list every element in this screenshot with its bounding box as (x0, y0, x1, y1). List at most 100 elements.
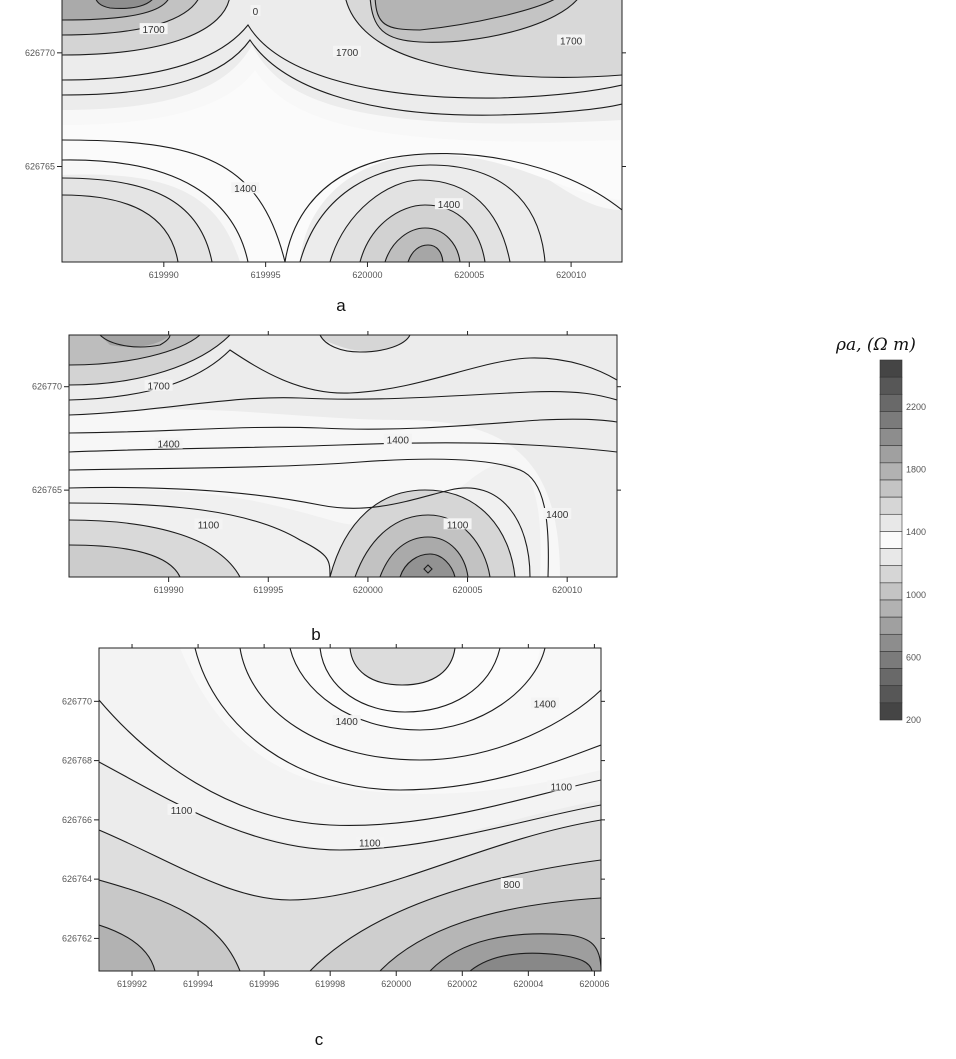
x-tick-label: 620010 (552, 585, 582, 595)
legend-bin (879, 633, 903, 652)
color-scale-legend: ρa, (Ω m) 2200 1800 1400 1000 600 200 (835, 335, 926, 725)
contour-label-bg (194, 518, 223, 530)
y-tick-label: 626770 (32, 382, 62, 392)
legend-bin (879, 531, 903, 549)
x-tick-label: 619995 (253, 585, 283, 595)
legend-tick-label: 2200 (906, 402, 926, 412)
contour-line (319, 335, 411, 353)
contour-line (62, 0, 230, 56)
panel-b: 1700 1400 1400 1400 1100 1100 619990 619995 620… (32, 331, 621, 644)
contour-label-bg (231, 182, 260, 194)
contour-lines (99, 648, 601, 971)
panel-a-y-axis: 626770 626765 (25, 48, 626, 172)
contour-fill (350, 648, 455, 685)
panel-b-x-axis: 619990 619995 620000 620005 620010 (154, 331, 582, 595)
legend-bin (879, 411, 903, 429)
contour-line (99, 819, 601, 901)
contour-line (62, 159, 249, 262)
legend-bin (879, 359, 903, 378)
panel-a: 1700 1700 1700 1400 1400 0 619990 619995 620000… (25, 0, 626, 315)
contour-line (329, 179, 511, 262)
contour-line (99, 761, 601, 851)
contour-label-bg (154, 437, 183, 449)
contour-fill (69, 335, 200, 365)
panel-a-contours (62, 0, 622, 262)
x-tick-label: 619990 (149, 270, 179, 280)
x-tick-label: 619995 (251, 270, 281, 280)
panel-b-y-axis: 626770 626765 (32, 382, 621, 495)
contour-line (384, 227, 461, 262)
contour-line (62, 177, 213, 262)
contour-label: 1100 (447, 520, 469, 531)
legend-bin (879, 496, 903, 515)
contour-label: 1400 (438, 200, 461, 211)
contour-label: 1400 (158, 440, 181, 451)
contour-line (62, 139, 622, 262)
x-tick-label: 619992 (117, 979, 147, 989)
contour-label-bg (557, 34, 586, 46)
legend-bin (879, 445, 903, 464)
legend-tick-label: 200 (906, 715, 921, 725)
x-tick-label: 620005 (454, 270, 484, 280)
contour-line (469, 952, 593, 971)
y-tick-label: 626766 (62, 815, 92, 825)
contour-line (407, 244, 444, 262)
panel-a-contour-labels: 1700 1700 1700 1400 1400 0 (139, 4, 586, 211)
contour-label: 1400 (234, 184, 257, 195)
legend-tick-label: 1800 (906, 465, 926, 475)
panel-b-contour-labels: 1700 1400 1400 1400 1100 1100 (144, 379, 572, 531)
contour-label: 1400 (387, 435, 410, 446)
legend-tick-label: 600 (906, 652, 921, 662)
contour-line (62, 24, 622, 99)
contour-label: 1700 (148, 382, 171, 393)
contour-label-bg (530, 697, 559, 709)
contour-line (329, 489, 516, 577)
contour-label: 800 (503, 880, 520, 891)
legend-bin (879, 702, 903, 721)
contour-line (359, 204, 486, 262)
contour-line (309, 859, 601, 971)
y-tick-label: 626765 (25, 162, 55, 172)
contour-line (99, 924, 156, 971)
contour-line (349, 648, 456, 686)
contour-line (69, 349, 617, 401)
contour-fill (290, 648, 540, 730)
contour-fill (96, 0, 152, 9)
contour-label-bg (500, 878, 523, 890)
y-tick-label: 626765 (32, 485, 62, 495)
legend-bins (879, 359, 903, 721)
contour-label-bg (139, 23, 168, 35)
legend-bin (879, 599, 903, 618)
contour-label: 1100 (359, 839, 381, 850)
contour-line (95, 0, 153, 9)
contour-label: 1700 (336, 48, 359, 59)
contour-line (194, 648, 601, 791)
legend-tick-label: 1400 (906, 527, 926, 537)
contour-line (423, 564, 433, 574)
y-tick-label: 626764 (62, 874, 92, 884)
contour-line (62, 194, 179, 262)
contour-lines (69, 335, 617, 577)
contour-line (69, 519, 241, 577)
contour-fill (69, 545, 180, 577)
y-tick-label: 626770 (62, 696, 92, 706)
x-tick-label: 620002 (447, 979, 477, 989)
panel-c-label: c (315, 1030, 324, 1049)
x-tick-label: 620010 (556, 270, 586, 280)
legend-bin (879, 668, 903, 687)
contour-label: 1400 (336, 717, 359, 728)
x-tick-label: 620000 (353, 585, 383, 595)
x-tick-label: 620004 (513, 979, 543, 989)
legend-bin (879, 513, 903, 532)
contour-line (239, 648, 601, 761)
contour-line (399, 553, 456, 577)
contour-line (69, 544, 181, 577)
x-tick-label: 620000 (352, 270, 382, 280)
x-tick-label: 620000 (381, 979, 411, 989)
legend-bin (879, 565, 903, 584)
contour-line (299, 164, 546, 262)
contour-line (99, 699, 601, 827)
contour-fill (408, 245, 443, 262)
contour-fill (99, 925, 155, 971)
x-tick-label: 620006 (579, 979, 609, 989)
